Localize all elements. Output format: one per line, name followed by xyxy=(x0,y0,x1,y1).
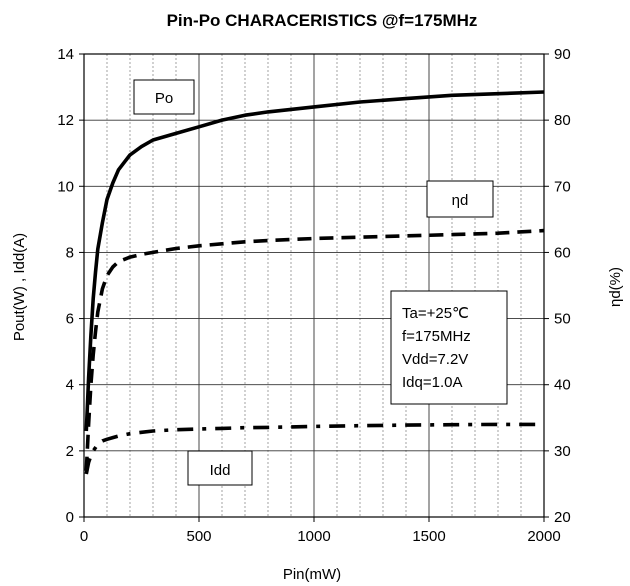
series-line-po xyxy=(84,90,545,432)
series-line-idd xyxy=(84,422,544,475)
x-axis-label: Pin(mW) xyxy=(283,566,341,583)
ticks: 0 500 1000 1500 2000 0 2 4 6 8 10 12 14 20 30 40 50 60 70 8… xyxy=(57,46,570,545)
y-tick-label: 2 xyxy=(66,443,74,460)
series-label-idd: Idd xyxy=(187,450,253,486)
y2-tick-label: 30 xyxy=(554,443,571,460)
y2-tick-label: 60 xyxy=(554,244,571,261)
svg-text:Po: Po xyxy=(155,90,173,107)
grid xyxy=(84,54,544,517)
svg-text:Idd: Idd xyxy=(210,462,231,479)
conditions-annotation: Ta=+25℃ f=175MHz Vdd=7.2V Idq=1.0A xyxy=(390,290,508,405)
y2-tick-label: 70 xyxy=(554,178,571,195)
y-tick-label: 0 xyxy=(66,509,74,526)
series-label-po: Po xyxy=(133,79,195,115)
y-tick-label: 14 xyxy=(57,46,74,63)
y-tick-label: 6 xyxy=(66,311,74,328)
svg-text:Idq=1.0A: Idq=1.0A xyxy=(402,374,462,391)
x-tick-label: 1000 xyxy=(297,528,330,545)
series-line-d xyxy=(84,228,545,471)
y2-tick-label: 90 xyxy=(554,46,571,63)
y-tick-label: 12 xyxy=(57,112,74,129)
y-axis-label: Pout(W) , Idd(A) xyxy=(11,233,28,341)
svg-text:Vdd=7.2V: Vdd=7.2V xyxy=(402,351,468,368)
chart-title: Pin-Po CHARACERISTICS @f=175MHz xyxy=(167,11,478,30)
series-layer xyxy=(84,90,545,475)
y-tick-label: 8 xyxy=(66,244,74,261)
svg-text:f=175MHz: f=175MHz xyxy=(402,328,471,345)
y-tick-label: 4 xyxy=(66,377,74,394)
y2-tick-label: 80 xyxy=(554,112,571,129)
y2-tick-label: 40 xyxy=(554,377,571,394)
svg-text:Ta=+25℃: Ta=+25℃ xyxy=(402,305,469,322)
y2-tick-label: 20 xyxy=(554,509,571,526)
x-tick-label: 0 xyxy=(80,528,88,545)
y2-axis-label: ηd(%) xyxy=(607,267,624,307)
svg-text:ηd: ηd xyxy=(452,192,469,209)
x-tick-label: 500 xyxy=(186,528,211,545)
x-tick-label: 1500 xyxy=(412,528,445,545)
series-label-etad: ηd xyxy=(426,180,494,218)
y-tick-label: 10 xyxy=(57,178,74,195)
y2-tick-label: 50 xyxy=(554,311,571,328)
x-tick-label: 2000 xyxy=(527,528,560,545)
